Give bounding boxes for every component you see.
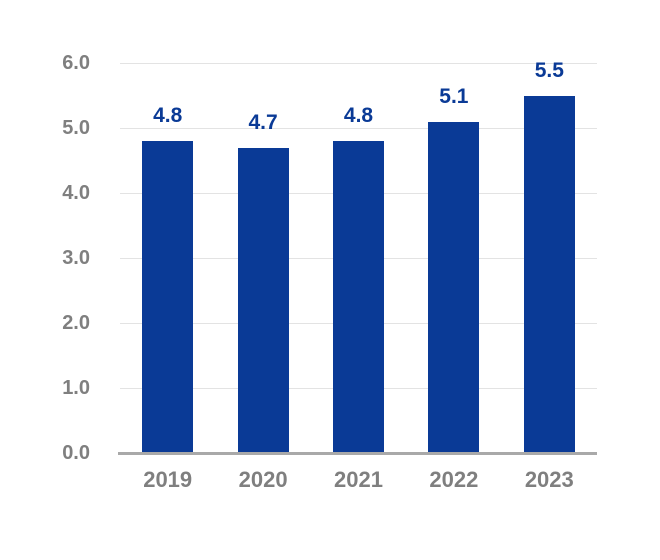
bar-2021 (333, 141, 384, 453)
x-axis-category-label: 2023 (524, 467, 574, 492)
bar-value-label: 4.8 (153, 104, 183, 127)
y-axis-tick-label: 2.0 (62, 312, 90, 334)
bar-value-label: 4.8 (343, 104, 374, 127)
x-axis-category-label: 2020 (238, 467, 288, 492)
bar-value-label: 5.5 (534, 58, 564, 82)
gridline (120, 128, 597, 129)
bar-2019 (142, 141, 194, 453)
bar-2020 (237, 147, 289, 453)
bar-2023 (523, 95, 575, 453)
y-axis-tick-label: 1.0 (62, 377, 90, 399)
x-axis-category-label: 2021 (334, 467, 383, 492)
bar-value-label: 5.1 (439, 84, 469, 108)
x-axis-category-label: 2022 (429, 467, 479, 492)
x-axis-line (118, 452, 597, 455)
y-axis-tick-label: 6.0 (62, 52, 90, 74)
y-axis-tick-label: 3.0 (62, 247, 90, 269)
bar-value-label: 4.7 (248, 110, 278, 134)
y-axis-tick-label: 5.0 (62, 117, 90, 139)
bar-2022 (428, 121, 480, 453)
x-axis-category-label: 2019 (143, 467, 193, 492)
y-axis-tick-label: 4.0 (62, 182, 90, 204)
gridline (120, 63, 597, 64)
y-axis-tick-label: 0.0 (62, 442, 90, 464)
